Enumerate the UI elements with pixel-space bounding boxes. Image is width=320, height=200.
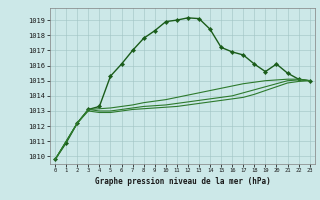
X-axis label: Graphe pression niveau de la mer (hPa): Graphe pression niveau de la mer (hPa) [94, 177, 270, 186]
